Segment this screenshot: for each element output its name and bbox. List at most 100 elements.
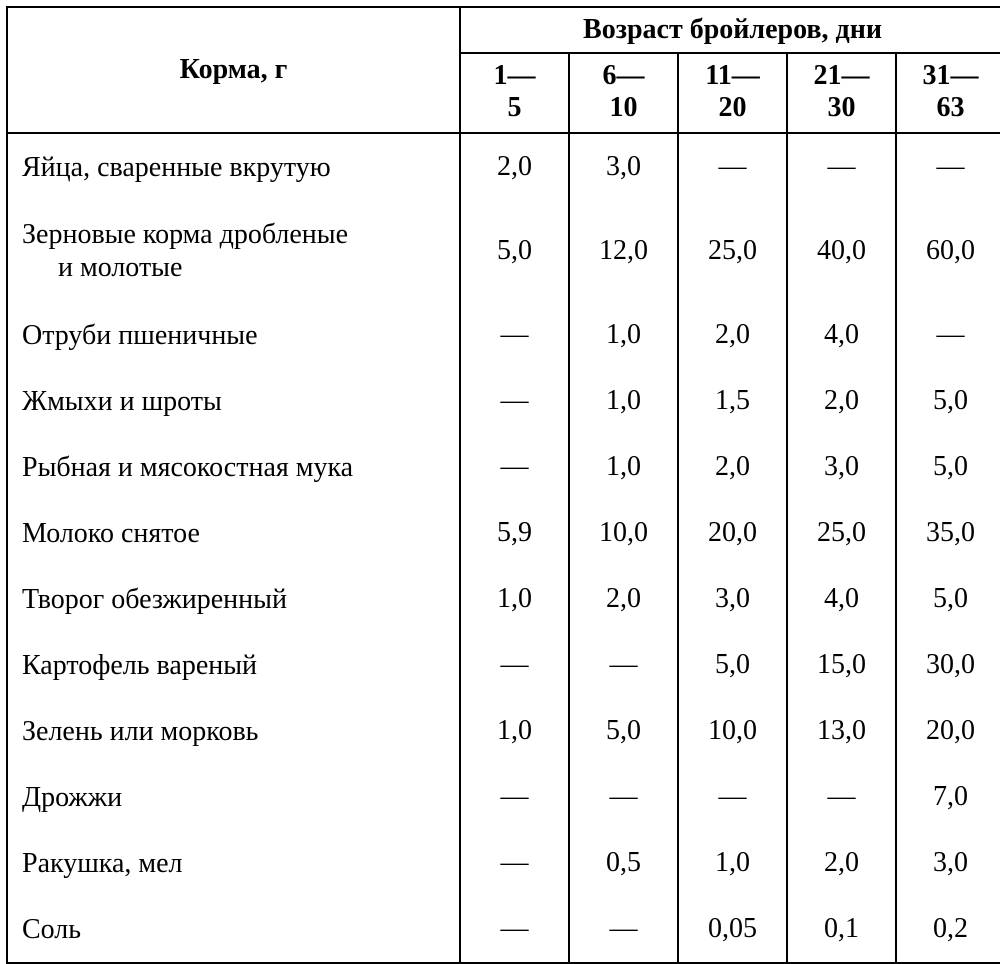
cell-value: 5,0	[896, 368, 1000, 434]
table-row: Рыбная и мясокостная мука —1,02,03,05,0	[7, 434, 1000, 500]
cell-value: 5,0	[569, 698, 678, 764]
cell-value: 1,0	[460, 698, 569, 764]
row-label-line1: Яйца, сваренные вкрутую	[22, 152, 331, 183]
table-body: Яйца, сваренные вкрутую2,03,0———Зерновые…	[7, 133, 1000, 963]
cell-value: —	[569, 632, 678, 698]
cell-value: 7,0	[896, 764, 1000, 830]
age-col-1-bot: 10	[610, 92, 638, 123]
cell-value: —	[460, 764, 569, 830]
table-row: Зерновые корма дробленыеи молотые5,012,0…	[7, 200, 1000, 302]
cell-value: 4,0	[787, 566, 896, 632]
cell-value: —	[460, 830, 569, 896]
cell-value: —	[460, 434, 569, 500]
cell-value: 1,5	[678, 368, 787, 434]
cell-value: 25,0	[787, 500, 896, 566]
cell-value: —	[569, 764, 678, 830]
cell-value: 2,0	[678, 434, 787, 500]
cell-value: 35,0	[896, 500, 1000, 566]
cell-value: 1,0	[569, 368, 678, 434]
row-label: Зелень или морковь	[7, 698, 460, 764]
age-col-1: 6— 10	[569, 53, 678, 133]
cell-value: 2,0	[787, 830, 896, 896]
cell-value: 13,0	[787, 698, 896, 764]
age-col-3-bot: 30	[828, 92, 856, 123]
cell-value: —	[460, 368, 569, 434]
cell-value: 0,5	[569, 830, 678, 896]
cell-value: 3,0	[678, 566, 787, 632]
cell-value: —	[460, 302, 569, 368]
age-col-3-top: 21—	[814, 60, 870, 91]
cell-value: 10,0	[678, 698, 787, 764]
row-label: Соль	[7, 896, 460, 963]
cell-value: —	[896, 133, 1000, 200]
cell-value: —	[678, 133, 787, 200]
age-col-0-bot: 5	[508, 92, 522, 123]
row-label: Дрожжи	[7, 764, 460, 830]
age-col-4-top: 31—	[923, 60, 979, 91]
cell-value: 5,9	[460, 500, 569, 566]
table-header: Корма, г Возраст бройлеров, дни 1— 5 6— …	[7, 7, 1000, 133]
age-col-2: 11— 20	[678, 53, 787, 133]
age-col-3: 21— 30	[787, 53, 896, 133]
cell-value: 10,0	[569, 500, 678, 566]
cell-value: 3,0	[896, 830, 1000, 896]
row-label-line1: Зелень или морковь	[22, 716, 258, 747]
row-label: Зерновые корма дробленыеи молотые	[7, 200, 460, 302]
row-label-line1: Творог обезжиренный	[22, 584, 287, 615]
cell-value: 3,0	[787, 434, 896, 500]
cell-value: 20,0	[678, 500, 787, 566]
cell-value: 25,0	[678, 200, 787, 302]
row-label-line1: Жмыхи и шроты	[22, 386, 222, 417]
table-row: Яйца, сваренные вкрутую2,03,0———	[7, 133, 1000, 200]
row-label: Рыбная и мясокостная мука	[7, 434, 460, 500]
age-col-0-top: 1—	[494, 60, 536, 91]
row-label: Картофель вареный	[7, 632, 460, 698]
cell-value: 20,0	[896, 698, 1000, 764]
row-label-line1: Соль	[22, 914, 81, 945]
row-label: Творог обезжиренный	[7, 566, 460, 632]
cell-value: —	[569, 896, 678, 963]
table-row: Картофель вареный——5,015,030,0	[7, 632, 1000, 698]
table-row: Дрожжи————7,0	[7, 764, 1000, 830]
table-row: Молоко снятое 5,910,020,025,035,0	[7, 500, 1000, 566]
cell-value: —	[896, 302, 1000, 368]
row-label-line1: Рыбная и мясокостная мука	[22, 452, 353, 483]
row-label-line1: Зерновые корма дробленые	[22, 219, 348, 250]
table-row: Жмыхи и шроты —1,01,52,05,0	[7, 368, 1000, 434]
age-col-1-top: 6—	[603, 60, 645, 91]
cell-value: 1,0	[569, 434, 678, 500]
row-header-label: Корма, г	[7, 7, 460, 133]
cell-value: 1,0	[678, 830, 787, 896]
row-label-line1: Молоко снятое	[22, 518, 200, 549]
cell-value: 0,1	[787, 896, 896, 963]
cell-value: 2,0	[569, 566, 678, 632]
cell-value: 5,0	[896, 434, 1000, 500]
cell-value: 0,2	[896, 896, 1000, 963]
row-label-line1: Дрожжи	[22, 782, 122, 813]
cell-value: —	[460, 632, 569, 698]
cell-value: 4,0	[787, 302, 896, 368]
table-row: Зелень или морковь 1,05,010,013,020,0	[7, 698, 1000, 764]
cell-value: 2,0	[787, 368, 896, 434]
cell-value: —	[678, 764, 787, 830]
cell-value: 5,0	[896, 566, 1000, 632]
age-col-4: 31— 63	[896, 53, 1000, 133]
cell-value: 60,0	[896, 200, 1000, 302]
cell-value: 0,05	[678, 896, 787, 963]
row-label: Молоко снятое	[7, 500, 460, 566]
row-label-line1: Ракушка, мел	[22, 848, 183, 879]
cell-value: 15,0	[787, 632, 896, 698]
cell-value: —	[787, 764, 896, 830]
row-label: Яйца, сваренные вкрутую	[7, 133, 460, 200]
row-label: Отруби пшеничные	[7, 302, 460, 368]
row-label: Жмыхи и шроты	[7, 368, 460, 434]
cell-value: 1,0	[460, 566, 569, 632]
cell-value: 2,0	[678, 302, 787, 368]
table-row: Отруби пшеничные—1,02,04,0—	[7, 302, 1000, 368]
row-label-line1: Отруби пшеничные	[22, 320, 258, 351]
cell-value: 40,0	[787, 200, 896, 302]
row-label-line2: и молотые	[22, 251, 449, 285]
age-col-0: 1— 5	[460, 53, 569, 133]
cell-value: 12,0	[569, 200, 678, 302]
table-row: Соль——0,050,10,2	[7, 896, 1000, 963]
